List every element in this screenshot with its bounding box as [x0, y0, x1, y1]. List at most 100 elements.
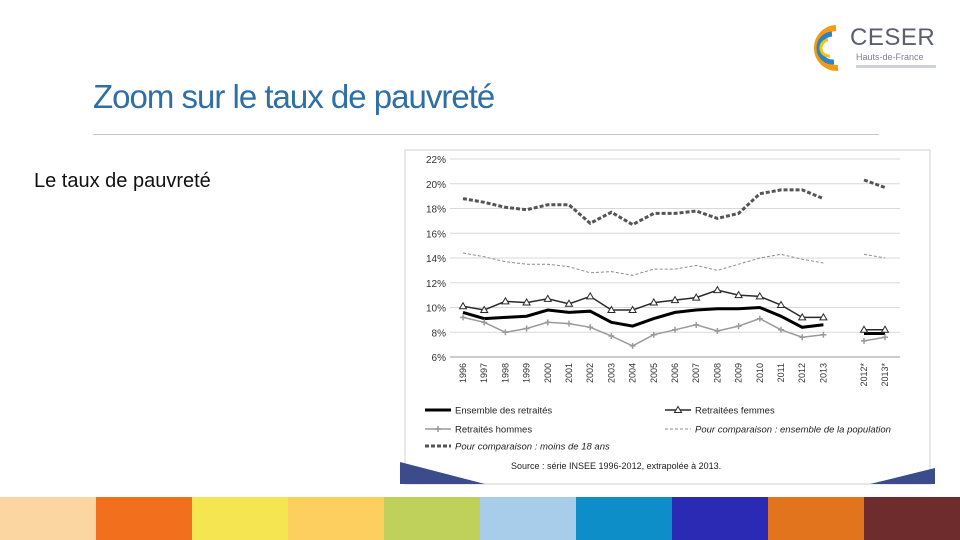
data-point-plus	[778, 326, 784, 333]
x-tick-label: 1999	[522, 363, 532, 383]
y-tick-label: 16%	[426, 229, 446, 240]
x-tick-label: 1998	[500, 363, 510, 383]
data-point-plus	[714, 328, 721, 335]
chart-source-note: Source : série INSEE 1996-2012, extrapol…	[511, 461, 722, 471]
data-point-plus	[566, 320, 572, 327]
data-point-triangle	[522, 298, 531, 306]
legend-marker-triangle	[673, 405, 683, 413]
x-tick-label: 2012*	[859, 363, 869, 387]
x-tick-label: 2010	[755, 363, 765, 383]
data-point-triangle	[479, 305, 489, 313]
data-point-plus	[756, 315, 763, 322]
y-tick-label: 6%	[432, 353, 447, 364]
series-line	[462, 289, 824, 319]
data-point-plus	[820, 331, 827, 338]
data-point-plus	[629, 342, 636, 349]
footer-stripe	[768, 497, 864, 540]
ceser-swirl-icon	[813, 25, 839, 72]
series-line	[863, 336, 886, 342]
corner-decoration-right	[870, 468, 935, 484]
y-tick-label: 22%	[426, 155, 446, 166]
x-tick-label: 2000	[543, 363, 553, 383]
legend-label: Pour comparaison : ensemble de la popula…	[695, 425, 891, 436]
data-point-triangle	[797, 312, 807, 321]
data-point-plus	[650, 331, 657, 338]
x-tick-label: 2008	[712, 363, 722, 383]
data-point-triangle	[755, 291, 765, 300]
y-tick-label: 18%	[426, 205, 446, 216]
x-tick-label: 2001	[564, 363, 574, 383]
data-point-triangle	[691, 293, 701, 301]
x-tick-label: 2004	[628, 363, 638, 383]
x-tick-label: 2003	[606, 363, 616, 383]
poverty-rate-chart: 22% 20% 18% 16% 14% 12% 10% 8% 6% 1996 1997 1998 199…	[400, 146, 935, 486]
data-point-triangle	[501, 296, 510, 305]
logo-name: CESER	[850, 24, 936, 51]
x-tick-label: 2013*	[880, 363, 890, 387]
data-point-triangle	[670, 295, 680, 304]
x-tick-label: 2007	[691, 363, 701, 383]
series-line	[462, 252, 824, 276]
series-line	[462, 305, 824, 329]
data-point-triangle	[859, 325, 869, 333]
data-point-plus	[587, 324, 594, 331]
data-point-plus	[481, 319, 488, 326]
footer-stripe	[480, 497, 576, 540]
chart-svg: 22% 20% 18% 16% 14% 12% 10% 8% 6% 1996 1997 1998 199…	[400, 149, 935, 485]
series-line	[462, 316, 824, 347]
data-point-triangle	[458, 301, 468, 310]
y-tick-label: 20%	[426, 180, 446, 191]
slide-subtitle: Le taux de pauvreté	[34, 170, 211, 192]
x-tick-label: 2013	[818, 363, 828, 383]
footer-stripe	[96, 497, 192, 540]
data-point-triangle	[628, 305, 637, 313]
data-point-plus	[799, 334, 806, 341]
data-point-plus	[735, 323, 742, 330]
series-line	[863, 178, 886, 189]
data-point-triangle	[564, 299, 574, 307]
data-point-plus	[608, 332, 615, 339]
ceser-logo: CESER Hauts-de-France	[800, 18, 950, 78]
x-tick-label: 2005	[649, 363, 659, 383]
x-tick-label: 2012	[797, 363, 807, 383]
footer-stripe	[672, 497, 768, 540]
series-line	[462, 188, 824, 227]
data-point-triangle	[585, 291, 595, 300]
data-point-plus	[523, 325, 530, 332]
y-tick-label: 8%	[432, 328, 447, 339]
legend-label: Ensemble des retraités	[455, 406, 552, 417]
x-tick-label: 2009	[734, 363, 744, 383]
legend-label: Retraités hommes	[455, 425, 532, 436]
legend-label: Pour comparaison : moins de 18 ans	[455, 442, 610, 453]
logo-subtitle: Hauts-de-France	[856, 52, 924, 62]
data-point-triangle	[713, 285, 722, 294]
data-point-plus	[861, 337, 867, 344]
footer-stripe	[864, 497, 960, 540]
y-tick-label: 12%	[426, 279, 446, 290]
x-tick-label: 2002	[585, 363, 595, 383]
data-point-triangle	[734, 290, 743, 299]
data-point-plus	[672, 326, 678, 333]
data-point-triangle	[776, 300, 786, 309]
logo-tagline-bar	[856, 65, 936, 68]
x-tick-label: 1996	[458, 363, 468, 383]
data-point-plus	[544, 319, 551, 326]
x-tick-label: 2011	[776, 363, 786, 382]
legend-marker-plus	[435, 426, 441, 432]
data-point-triangle	[880, 325, 890, 333]
y-tick-label: 10%	[426, 304, 446, 315]
legend-label: Retraitées femmes	[695, 406, 775, 417]
footer-stripe	[384, 497, 480, 540]
data-point-triangle	[649, 298, 659, 306]
x-tick-label: 2006	[670, 363, 680, 383]
data-point-triangle	[543, 294, 553, 302]
footer-color-bar	[0, 497, 960, 540]
footer-stripe	[0, 497, 96, 540]
footer-stripe	[576, 497, 672, 540]
data-point-plus	[502, 329, 509, 336]
data-point-triangle	[607, 305, 616, 313]
footer-stripe	[192, 497, 288, 540]
page-title: Zoom sur le taux de pauvreté	[93, 78, 495, 115]
footer-stripe	[288, 497, 384, 540]
data-point-plus	[693, 321, 700, 328]
